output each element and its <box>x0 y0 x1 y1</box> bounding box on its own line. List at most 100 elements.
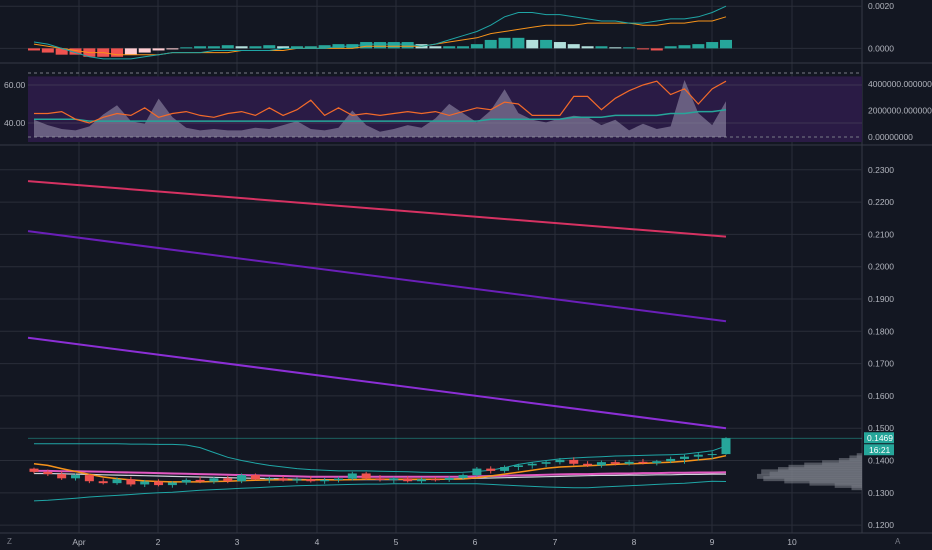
macd-histogram-bar <box>152 48 165 51</box>
time-tick-label: 3 <box>235 537 240 547</box>
candle-body <box>126 479 136 485</box>
candle-body <box>638 461 648 464</box>
volume-profile-bar <box>851 485 862 491</box>
rsi-signal-line <box>34 108 727 122</box>
candle-body <box>181 479 191 483</box>
macd-signal-line <box>33 16 727 56</box>
candle-body <box>666 458 676 462</box>
macd-tick-label: 0.0020 <box>868 1 894 11</box>
bollinger-upper-line <box>34 443 727 473</box>
rsi-tick-label: 40.00 <box>4 118 26 128</box>
price-tick-label: 0.1300 <box>868 488 894 498</box>
macd-histogram-bar <box>55 48 68 55</box>
candle-body <box>403 478 413 482</box>
volume-profile-bar <box>834 482 862 488</box>
volume-profile-bar <box>849 455 862 461</box>
macd-histogram-bar <box>429 46 442 49</box>
rsi-pane <box>28 72 862 142</box>
macd-histogram-bar <box>581 46 594 49</box>
macd-histogram-bar <box>41 48 54 53</box>
candle-body <box>167 482 177 486</box>
candle-body <box>527 463 537 466</box>
macd-histogram-bar <box>138 48 151 53</box>
candle-body <box>43 471 53 475</box>
macd-histogram-bar <box>636 48 649 50</box>
time-tick-label: 9 <box>710 537 715 547</box>
candle-body <box>707 454 717 456</box>
candle-body <box>57 474 67 479</box>
candle-body <box>652 461 662 464</box>
candle-body <box>278 478 288 481</box>
macd-histogram-bar <box>498 37 511 49</box>
candle-body <box>292 479 302 481</box>
candle-body <box>250 475 260 480</box>
candle-body <box>320 479 330 482</box>
time-tick-label: 5 <box>394 537 399 547</box>
price-tick-label: 0.1900 <box>868 294 894 304</box>
candle-body <box>209 478 219 482</box>
macd-histogram-bar <box>540 39 553 49</box>
time-tick-label: 10 <box>787 537 797 547</box>
candle-body <box>306 479 316 482</box>
macd-histogram-bar <box>111 48 124 57</box>
sma-red-line <box>27 180 727 238</box>
macd-histogram-bar <box>304 46 317 49</box>
macd-histogram-bar <box>567 44 580 49</box>
time-tick-label: 8 <box>632 537 637 547</box>
macd-histogram-bar <box>443 46 456 49</box>
candle-body <box>84 475 94 482</box>
timezone-label[interactable]: Z <box>7 537 12 546</box>
candle-body <box>195 479 205 482</box>
candle-body <box>333 478 343 480</box>
candle-body <box>693 454 703 457</box>
macd-histogram-bar <box>69 48 82 55</box>
candle-body <box>500 467 510 471</box>
macd-histogram-bar <box>207 46 220 49</box>
volume-tick-label: 4000000.00000000 <box>868 79 932 89</box>
price-tick-label: 0.1200 <box>868 520 894 530</box>
sma-violet-line <box>27 336 727 430</box>
macd-pane <box>0 5 862 60</box>
candle-body <box>223 478 233 482</box>
time-tick-label: 6 <box>473 537 478 547</box>
macd-histogram-bar <box>664 46 677 49</box>
time-tick-label: 7 <box>553 537 558 547</box>
macd-histogram-bar <box>609 47 622 49</box>
candle-body <box>375 478 385 480</box>
price-tick-label: 0.1400 <box>868 456 894 466</box>
macd-histogram-bar <box>28 48 40 51</box>
candle-body <box>569 459 579 464</box>
candle-body <box>237 475 247 482</box>
volume-tick-label: 2000000.00000000 <box>868 105 932 115</box>
macd-histogram-bar <box>484 39 497 49</box>
candle-body <box>154 481 164 486</box>
macd-histogram-bar <box>387 42 400 49</box>
candle-body <box>98 481 108 484</box>
macd-histogram-bar <box>553 42 566 49</box>
macd-histogram-bar <box>512 37 525 49</box>
auto-scale-button[interactable]: A <box>895 537 901 546</box>
candle-body <box>389 478 399 480</box>
price-axis[interactable]: 0.0020 0.0000 60.00 40.00 4000000.00000000 20… <box>4 1 932 530</box>
candle-body <box>361 473 371 479</box>
volume-area <box>34 80 726 137</box>
candle-body <box>679 456 689 459</box>
time-axis[interactable]: Apr 2 3 4 5 6 7 8 9 10 <box>72 537 797 547</box>
candle-body <box>444 477 454 480</box>
macd-histogram-bar <box>374 42 386 49</box>
price-tick-label: 0.1700 <box>868 359 894 369</box>
macd-histogram-bar <box>678 45 691 49</box>
macd-histogram-bar <box>401 42 414 49</box>
time-tick-label: 4 <box>315 537 320 547</box>
candle-body <box>71 475 81 479</box>
candle-body <box>583 463 593 466</box>
countdown-tag <box>864 444 894 456</box>
price-tick-label: 0.1800 <box>868 326 894 336</box>
candle-body <box>541 462 551 464</box>
price-pane[interactable] <box>0 169 862 526</box>
price-tick-label: 0.1600 <box>868 391 894 401</box>
macd-histogram-bar <box>277 46 290 49</box>
candle-body <box>112 479 122 484</box>
macd-tick-label: 0.0000 <box>868 43 894 53</box>
